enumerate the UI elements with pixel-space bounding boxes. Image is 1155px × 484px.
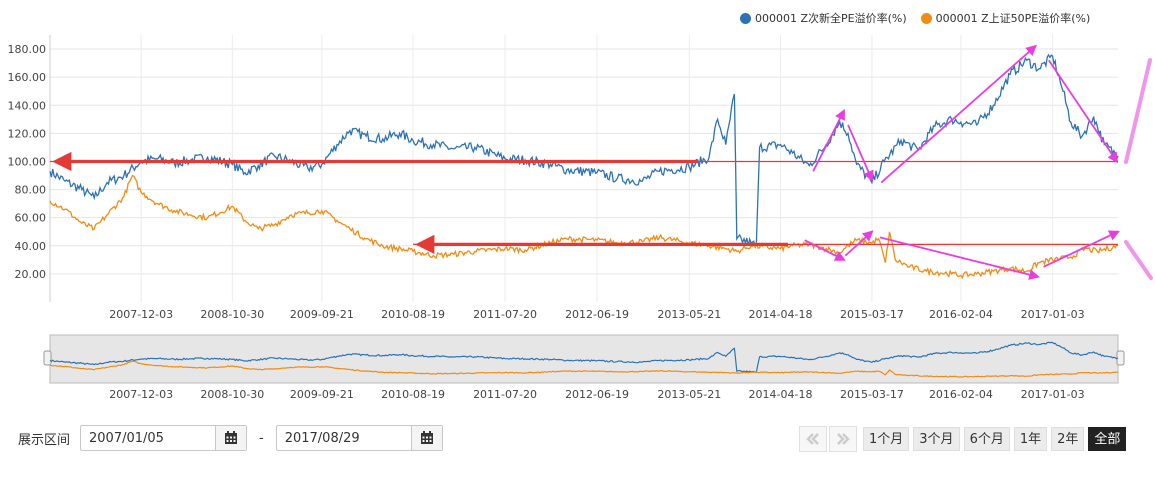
period-3-month-button[interactable]: 3个月 — [913, 427, 960, 451]
x-tick-label: 2010-08-19 — [381, 308, 445, 321]
legend-dot-orange — [920, 12, 932, 24]
y-tick-label: 100.00 — [8, 155, 47, 168]
trend-arrow — [1048, 59, 1119, 164]
x-tick-label: 2015-03-17 — [840, 308, 904, 321]
double-left-icon[interactable] — [799, 426, 827, 452]
series-line-blue — [49, 53, 1119, 247]
end-date-box — [275, 425, 443, 451]
series-lines — [49, 53, 1119, 280]
y-tick-label: 120.00 — [8, 127, 47, 140]
navigator-x-axis: 2007-12-03 2008-10-30 2009-09-21 2010-08-19… — [109, 388, 1084, 401]
legend-item-blue[interactable]: 000001 Z次新全PE溢价率(%) — [740, 10, 907, 26]
x-tick-label: 2014-04-18 — [749, 308, 813, 321]
date-range-bar: 展示区间 - — [18, 424, 443, 452]
x-tick-label: 2013-05-21 — [657, 308, 721, 321]
date-separator: - — [259, 430, 264, 446]
trend-arrow — [1043, 230, 1120, 268]
legend-label-orange: 000001 Z上证50PE溢价率(%) — [935, 12, 1091, 25]
x-axis: 2007-12-03 2008-10-30 2009-09-21 2010-08-19… — [109, 308, 1084, 321]
y-tick-label: 180.00 — [8, 43, 47, 56]
navigator-window[interactable] — [49, 334, 1119, 384]
period-1-year-button[interactable]: 1年 — [1013, 427, 1048, 451]
legend-label-blue: 000001 Z次新全PE溢价率(%) — [755, 12, 907, 25]
navigator-x-tick-label: 2016-02-04 — [929, 388, 993, 401]
navigator-line-orange — [49, 360, 1119, 378]
start-date-box — [80, 425, 248, 451]
navigator-x-tick-label: 2009-09-21 — [290, 388, 354, 401]
period-all-button[interactable]: 全部 — [1088, 427, 1127, 451]
x-tick-label: 2008-10-30 — [200, 308, 264, 321]
annotations — [50, 44, 1153, 280]
x-tick-label: 2017-01-03 — [1021, 308, 1085, 321]
highlight-stroke — [1124, 240, 1153, 280]
navigator[interactable] — [43, 334, 1125, 384]
y-tick-label: 140.00 — [8, 99, 47, 112]
navigator-x-tick-label: 2007-12-03 — [109, 388, 173, 401]
navigator-x-tick-label: 2015-03-17 — [840, 388, 904, 401]
navigator-x-tick-label: 2011-07-20 — [473, 388, 537, 401]
y-axis: 20.00 40.00 60.00 80.00 100.00 120.00 140.00 16… — [8, 35, 51, 302]
period-selector: 1个月 3个月 6个月 1年 2年 全部 — [799, 426, 1127, 452]
chart-area: 20.00 40.00 60.00 80.00 100.00 120.00 140.00 16… — [8, 35, 1153, 401]
y-tick-label: 60.00 — [15, 212, 47, 225]
period-6-month-button[interactable]: 6个月 — [963, 427, 1010, 451]
legend: 000001 Z次新全PE溢价率(%) 000001 Z上证50PE溢价率(%) — [740, 8, 1104, 28]
navigator-x-tick-label: 2014-04-18 — [749, 388, 813, 401]
x-tick-label: 2007-12-03 — [109, 308, 173, 321]
double-right-icon[interactable] — [829, 426, 857, 452]
x-tick-label: 2012-06-19 — [565, 308, 629, 321]
navigator-left-handle[interactable] — [43, 350, 52, 366]
trend-arrow — [812, 108, 845, 172]
y-tick-label: 80.00 — [15, 184, 47, 197]
navigator-x-tick-label: 2012-06-19 — [565, 388, 629, 401]
navigator-line-blue — [49, 341, 1119, 373]
trend-arrow — [879, 236, 1040, 280]
y-tick-label: 40.00 — [15, 240, 47, 253]
x-tick-label: 2016-02-04 — [929, 308, 993, 321]
start-date-input[interactable] — [81, 427, 216, 449]
navigator-x-tick-label: 2013-05-21 — [657, 388, 721, 401]
y-tick-label: 20.00 — [15, 268, 47, 281]
series-line-orange — [49, 174, 1119, 280]
trend-arrow — [847, 124, 874, 182]
range-label: 展示区间 — [18, 432, 71, 448]
x-tick-label: 2011-07-20 — [473, 308, 537, 321]
trend-arrow — [880, 44, 1037, 184]
grid-lines — [50, 35, 1118, 302]
period-1-month-button[interactable]: 1个月 — [863, 427, 910, 451]
highlight-stroke — [1124, 58, 1152, 164]
navigator-x-tick-label: 2017-01-03 — [1021, 388, 1085, 401]
navigator-right-handle[interactable] — [1116, 350, 1125, 366]
calendar-icon[interactable] — [410, 426, 442, 450]
legend-dot-blue — [740, 12, 751, 24]
legend-item-orange[interactable]: 000001 Z上证50PE溢价率(%) — [920, 10, 1091, 26]
calendar-icon[interactable] — [215, 426, 247, 450]
y-tick-label: 160.00 — [8, 71, 47, 84]
navigator-x-tick-label: 2010-08-19 — [381, 388, 445, 401]
end-date-input[interactable] — [276, 427, 411, 449]
navigator-x-tick-label: 2008-10-30 — [200, 388, 264, 401]
period-2-year-button[interactable]: 2年 — [1051, 427, 1085, 451]
trend-arrow — [844, 230, 874, 257]
x-tick-label: 2009-09-21 — [290, 308, 354, 321]
trend-arrow — [804, 239, 846, 261]
